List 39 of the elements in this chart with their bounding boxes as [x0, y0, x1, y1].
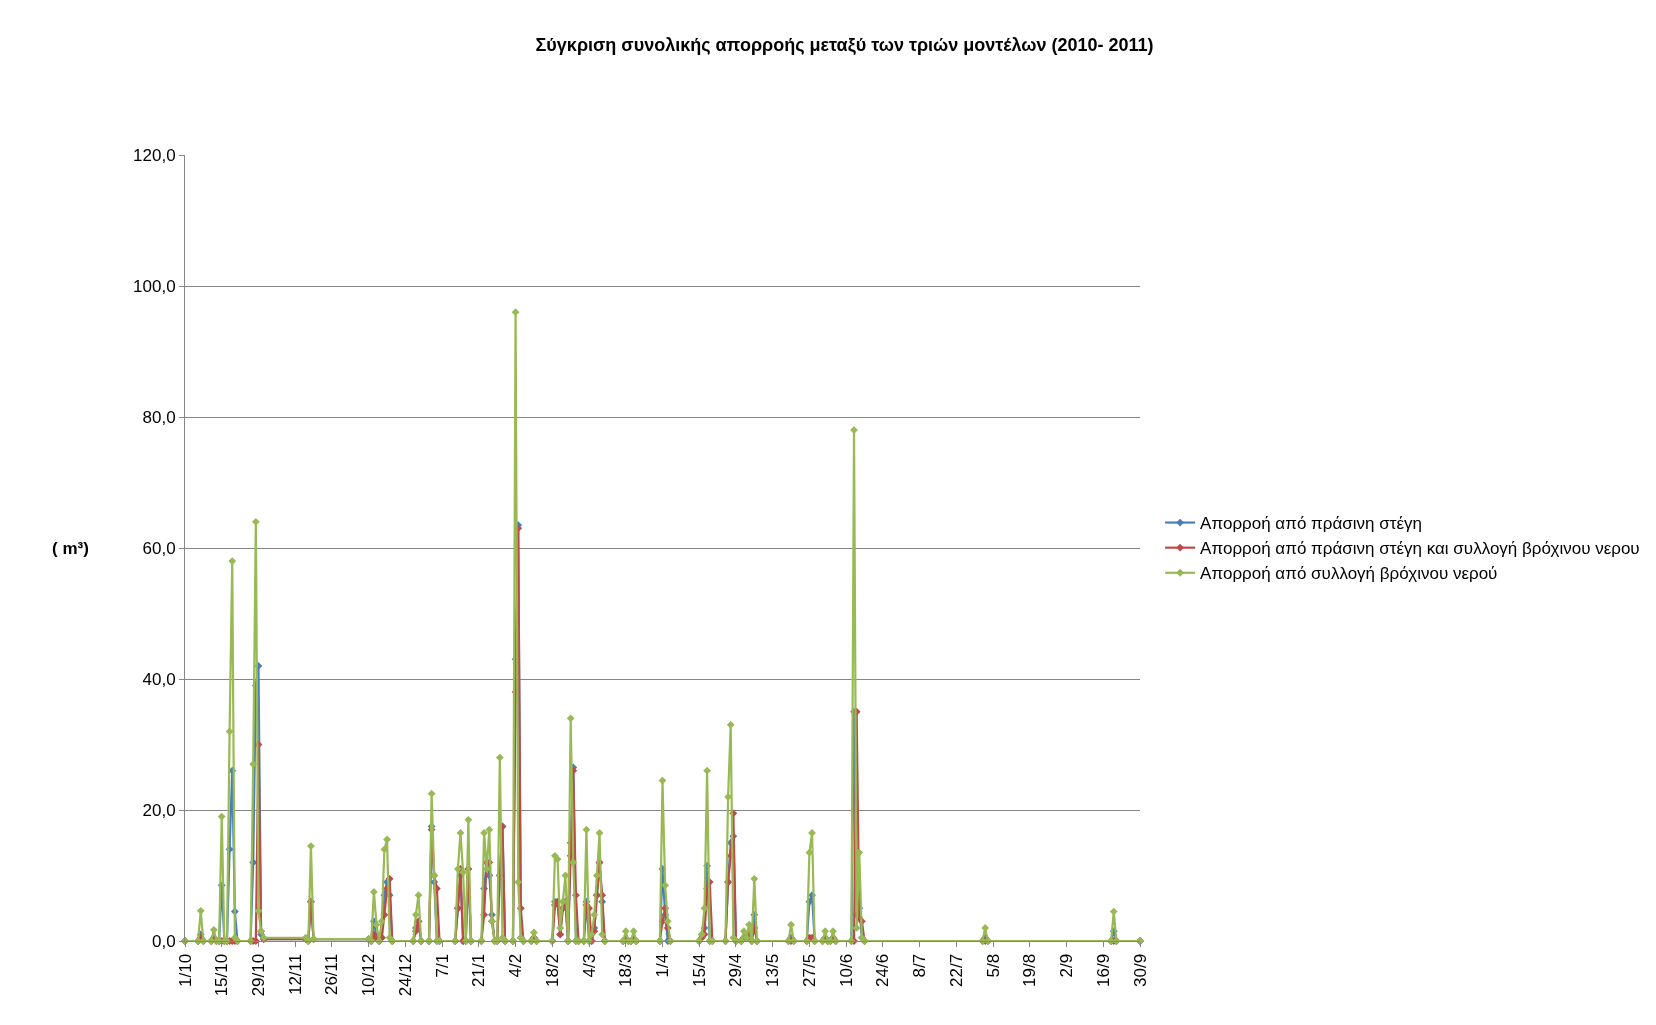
x-tick-label: 15/10	[212, 953, 232, 997]
x-tick-label: 24/6	[873, 953, 893, 987]
y-axis-title: ( m³)	[52, 539, 89, 558]
x-tick-label: 7/1	[432, 953, 452, 978]
y-tick-label: 0,0	[151, 931, 176, 951]
x-tick-label: 8/7	[910, 953, 930, 978]
x-tick-label: 18/2	[542, 953, 562, 987]
x-tick-label: 21/1	[469, 953, 489, 987]
y-tick-label: 120,0	[133, 145, 176, 165]
x-tick-label: 19/8	[1020, 953, 1040, 987]
x-tick-label: 30/9	[1130, 953, 1150, 987]
x-tick-label: 29/10	[248, 953, 268, 997]
y-tick-label: 20,0	[142, 800, 176, 820]
x-tick-label: 27/5	[799, 953, 819, 987]
legend-label: Απορροή από συλλογή βρόχινου νερού	[1200, 564, 1498, 584]
x-tick-label: 2/9	[1057, 953, 1077, 978]
legend-label: Απορροή από πράσινη στέγη και συλλογή βρόχινου νερου	[1200, 539, 1640, 559]
x-tick-label: 29/4	[726, 953, 746, 987]
x-tick-label: 1/10	[175, 953, 195, 987]
x-tick-label: 5/8	[983, 953, 1003, 978]
x-tick-label: 18/3	[616, 953, 636, 987]
x-tick-label: 12/11	[285, 953, 305, 996]
x-tick-label: 13/5	[763, 953, 783, 987]
x-tick-label: 4/3	[579, 953, 599, 978]
x-tick-label: 22/7	[946, 953, 966, 987]
x-tick-label: 16/9	[1093, 953, 1113, 987]
legend-label: Απορροή από πράσινη στέγη	[1200, 514, 1423, 534]
y-tick-label: 100,0	[133, 276, 176, 296]
x-tick-label: 24/12	[395, 953, 415, 997]
x-tick-label: 15/4	[689, 953, 709, 987]
x-tick-label: 10/6	[836, 953, 856, 987]
x-tick-label: 4/2	[506, 953, 526, 978]
x-tick-label: 1/4	[653, 953, 673, 978]
chart-title: Σύγκριση συνολικής απορροής μεταξύ των τριών μοντέλων (2010- 2011)	[535, 35, 1154, 57]
y-tick-label: 40,0	[142, 669, 176, 689]
y-tick-label: 60,0	[142, 538, 176, 558]
x-tick-label: 10/12	[359, 953, 379, 997]
x-tick-label: 26/11	[322, 953, 342, 996]
y-tick-label: 80,0	[142, 407, 176, 427]
